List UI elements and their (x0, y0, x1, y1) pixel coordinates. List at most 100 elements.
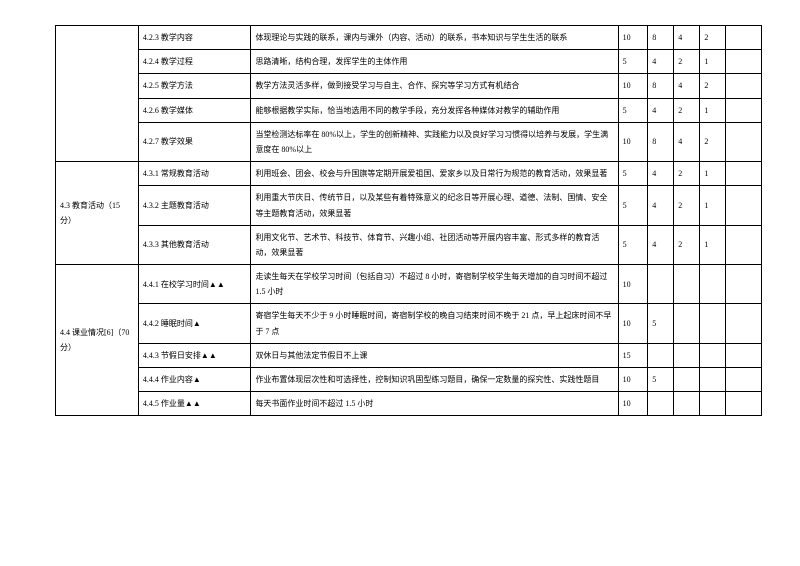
table-row: 4.4 课业情况[6]（70 分）4.4.1 在校学习时间▲▲走读生每天在学校学… (56, 265, 762, 304)
item-cell: 4.2.7 教学效果 (138, 122, 251, 161)
description-cell: 寄宿学生每天不少于 9 小时睡眠时间，寄宿制学校的晚自习结束时间不晚于 21 点… (251, 304, 618, 343)
description-cell: 双休日与其他法定节假日不上课 (251, 343, 618, 367)
score-cell (648, 265, 674, 304)
score-cell: 10 (618, 392, 648, 416)
score-cell: 2 (700, 26, 726, 50)
score-cell (726, 162, 762, 186)
score-cell: 4 (674, 26, 700, 50)
score-cell: 1 (700, 225, 726, 264)
score-cell (726, 225, 762, 264)
score-cell: 1 (700, 98, 726, 122)
score-cell (674, 368, 700, 392)
score-cell: 5 (618, 50, 648, 74)
score-cell (700, 392, 726, 416)
table-row: 4.4.3 节假日安排▲▲双休日与其他法定节假日不上课15 (56, 343, 762, 367)
item-cell: 4.4.5 作业量▲▲ (138, 392, 251, 416)
score-cell (726, 392, 762, 416)
table-row: 4.4.2 睡眠时间▲寄宿学生每天不少于 9 小时睡眠时间，寄宿制学校的晚自习结… (56, 304, 762, 343)
score-cell (648, 392, 674, 416)
score-cell: 10 (618, 265, 648, 304)
table-row: 4.3.2 主题教育活动利用重大节庆日、传统节日，以及某些有着特殊意义的纪念日等… (56, 186, 762, 225)
item-cell: 4.3.2 主题教育活动 (138, 186, 251, 225)
description-cell: 利用重大节庆日、传统节日，以及某些有着特殊意义的纪念日等开展心理、道德、法制、国… (251, 186, 618, 225)
score-cell: 4 (648, 225, 674, 264)
item-cell: 4.2.3 教学内容 (138, 26, 251, 50)
score-cell: 2 (674, 186, 700, 225)
score-cell (648, 343, 674, 367)
score-cell: 4 (674, 74, 700, 98)
score-cell: 4 (648, 98, 674, 122)
category-cell: 4.4 课业情况[6]（70 分） (56, 265, 139, 416)
description-cell: 能够根据教学实际，恰当地选用不同的教学手段，充分发挥各种媒体对教学的辅助作用 (251, 98, 618, 122)
description-cell: 利用班会、团会、校会与升国旗等定期开展爱祖国、爱家乡以及日常行为规范的教育活动，… (251, 162, 618, 186)
table-row: 4.4.4 作业内容▲作业布置体现层次性和可选择性，控制知识巩固型练习题目，确保… (56, 368, 762, 392)
score-cell: 10 (618, 122, 648, 161)
table-row: 4.3.3 其他教育活动利用文化节、艺术节、科技节、体育节、兴趣小组、社团活动等… (56, 225, 762, 264)
score-cell: 4 (648, 162, 674, 186)
description-cell: 利用文化节、艺术节、科技节、体育节、兴趣小组、社团活动等开展内容丰富、形式多样的… (251, 225, 618, 264)
item-cell: 4.2.4 教学过程 (138, 50, 251, 74)
description-cell: 作业布置体现层次性和可选择性，控制知识巩固型练习题目，确保一定数量的探究性、实践… (251, 368, 618, 392)
score-cell (726, 122, 762, 161)
item-cell: 4.4.1 在校学习时间▲▲ (138, 265, 251, 304)
rubric-table: 4.2.3 教学内容体现理论与实践的联系，课内与课外（内容、活动）的联系，书本知… (55, 25, 762, 416)
item-cell: 4.4.4 作业内容▲ (138, 368, 251, 392)
description-cell: 思路清晰，结构合理，发挥学生的主体作用 (251, 50, 618, 74)
score-cell: 4 (648, 186, 674, 225)
table-row: 4.2.7 教学效果当堂检测达标率在 80%以上，学生的创新精神、实践能力以及良… (56, 122, 762, 161)
score-cell (726, 368, 762, 392)
score-cell (674, 265, 700, 304)
score-cell (674, 343, 700, 367)
score-cell: 8 (648, 74, 674, 98)
score-cell (674, 304, 700, 343)
item-cell: 4.2.5 教学方法 (138, 74, 251, 98)
table-row: 4.2.6 教学媒体能够根据教学实际，恰当地选用不同的教学手段，充分发挥各种媒体… (56, 98, 762, 122)
score-cell: 5 (618, 98, 648, 122)
table-row: 4.2.3 教学内容体现理论与实践的联系，课内与课外（内容、活动）的联系，书本知… (56, 26, 762, 50)
score-cell (674, 392, 700, 416)
description-cell: 体现理论与实践的联系，课内与课外（内容、活动）的联系，书本知识与学生生活的联系 (251, 26, 618, 50)
score-cell (726, 50, 762, 74)
table-row: 4.2.5 教学方法教学方法灵活多样，做到接受学习与自主、合作、探究等学习方式有… (56, 74, 762, 98)
description-cell: 当堂检测达标率在 80%以上，学生的创新精神、实践能力以及良好学习习惯得以培养与… (251, 122, 618, 161)
item-cell: 4.3.1 常规教育活动 (138, 162, 251, 186)
score-cell: 2 (674, 98, 700, 122)
description-cell: 教学方法灵活多样，做到接受学习与自主、合作、探究等学习方式有机结合 (251, 74, 618, 98)
description-cell: 每天书面作业时间不超过 1.5 小时 (251, 392, 618, 416)
category-cell (56, 26, 139, 162)
category-cell: 4.3 教育活动（15 分） (56, 162, 139, 265)
score-cell: 10 (618, 74, 648, 98)
score-cell: 5 (618, 162, 648, 186)
score-cell: 5 (618, 186, 648, 225)
table-row: 4.4.5 作业量▲▲每天书面作业时间不超过 1.5 小时10 (56, 392, 762, 416)
table-row: 4.2.4 教学过程思路清晰，结构合理，发挥学生的主体作用5421 (56, 50, 762, 74)
description-cell: 走读生每天在学校学习时间（包括自习）不超过 8 小时，寄宿制学校学生每天增加的自… (251, 265, 618, 304)
score-cell (726, 98, 762, 122)
score-cell: 5 (618, 225, 648, 264)
score-cell: 1 (700, 186, 726, 225)
score-cell (726, 265, 762, 304)
score-cell (726, 74, 762, 98)
score-cell (726, 343, 762, 367)
score-cell: 5 (648, 304, 674, 343)
score-cell (700, 368, 726, 392)
score-cell: 1 (700, 162, 726, 186)
item-cell: 4.4.3 节假日安排▲▲ (138, 343, 251, 367)
score-cell: 8 (648, 26, 674, 50)
score-cell: 10 (618, 304, 648, 343)
score-cell: 8 (648, 122, 674, 161)
score-cell: 2 (700, 74, 726, 98)
score-cell: 4 (674, 122, 700, 161)
score-cell: 2 (674, 162, 700, 186)
item-cell: 4.4.2 睡眠时间▲ (138, 304, 251, 343)
score-cell: 5 (648, 368, 674, 392)
score-cell (700, 343, 726, 367)
item-cell: 4.3.3 其他教育活动 (138, 225, 251, 264)
score-cell: 2 (674, 225, 700, 264)
score-cell: 2 (700, 122, 726, 161)
score-cell (700, 265, 726, 304)
score-cell (726, 26, 762, 50)
score-cell (726, 186, 762, 225)
score-cell (726, 304, 762, 343)
score-cell (700, 304, 726, 343)
